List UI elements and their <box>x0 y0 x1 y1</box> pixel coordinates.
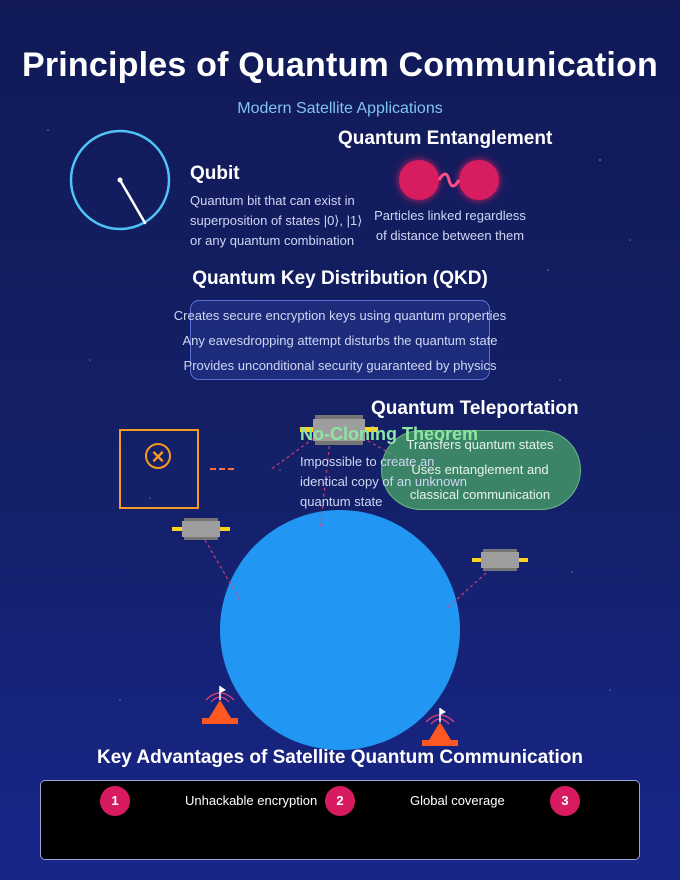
ground-station-icon <box>202 686 238 724</box>
no-cloning-heading: No-Cloning Theorem <box>300 424 478 444</box>
page-subtitle: Modern Satellite Applications <box>237 100 443 117</box>
teleportation-line: classical communication <box>409 487 551 502</box>
qkd-heading: Quantum Key Distribution (QKD) <box>192 268 488 289</box>
teleportation-heading: Quantum Teleportation <box>371 398 579 419</box>
qkd-panel <box>190 300 490 380</box>
advantage-number-badge: 3 <box>550 786 580 816</box>
entanglement-heading: Quantum Entanglement <box>338 128 553 149</box>
advantages-panel: 1 Unhackable encryption 2 Global coverag… <box>40 780 640 860</box>
entanglement-line: of distance between them <box>375 228 525 243</box>
advantage-label: Unhackable encryption <box>185 793 318 808</box>
no-cloning-line: Impossible to create an <box>300 454 435 469</box>
qubit-description: Quantum bit that can exist in superposit… <box>190 191 362 251</box>
advantage-number-badge: 1 <box>100 786 130 816</box>
advantage-label: Global coverage <box>410 793 505 808</box>
blocked-x-icon: × <box>145 443 171 469</box>
advantage-label: Future-proof security <box>639 793 640 808</box>
satellite-icon <box>300 415 378 445</box>
advantage-number-badge: 2 <box>325 786 355 816</box>
teleportation-panel <box>381 430 581 510</box>
entanglement-line: Particles linked regardless <box>374 208 526 223</box>
eavesdropper-box <box>119 429 199 509</box>
teleportation-line: Uses entanglement and <box>411 462 549 477</box>
qubit-line: or any quantum combination <box>190 233 355 248</box>
teleportation-line: Transfers quantum states <box>406 437 554 452</box>
entanglement-description: Particles linked regardless of distance … <box>340 206 560 246</box>
no-cloning-description: Impossible to create an identical copy o… <box>300 452 467 512</box>
qkd-line: Creates secure encryption keys using qua… <box>173 308 507 323</box>
qkd-line: Provides unconditional security guarante… <box>183 358 497 373</box>
no-cloning-line: quantum state <box>300 494 383 509</box>
no-cloning-line: identical copy of an unknown <box>300 474 467 489</box>
qubit-line: superposition of states |0⟩, |1⟩ <box>190 213 363 228</box>
entangled-particles-icon <box>399 160 499 200</box>
satellite-icon <box>472 549 528 571</box>
ground-station-icon <box>422 708 458 746</box>
eavesdrop-dashed-link <box>210 468 234 470</box>
qubit-heading: Qubit <box>190 163 240 184</box>
earth-globe <box>220 510 460 750</box>
bloch-sphere-icon <box>69 129 171 231</box>
qubit-line: Quantum bit that can exist in <box>190 193 355 208</box>
qkd-line: Any eavesdropping attempt disturbs the q… <box>182 333 498 348</box>
advantages-heading: Key Advantages of Satellite Quantum Comm… <box>97 747 583 768</box>
page-title: Principles of Quantum Communication <box>21 46 659 84</box>
satellite-icon <box>172 518 230 540</box>
